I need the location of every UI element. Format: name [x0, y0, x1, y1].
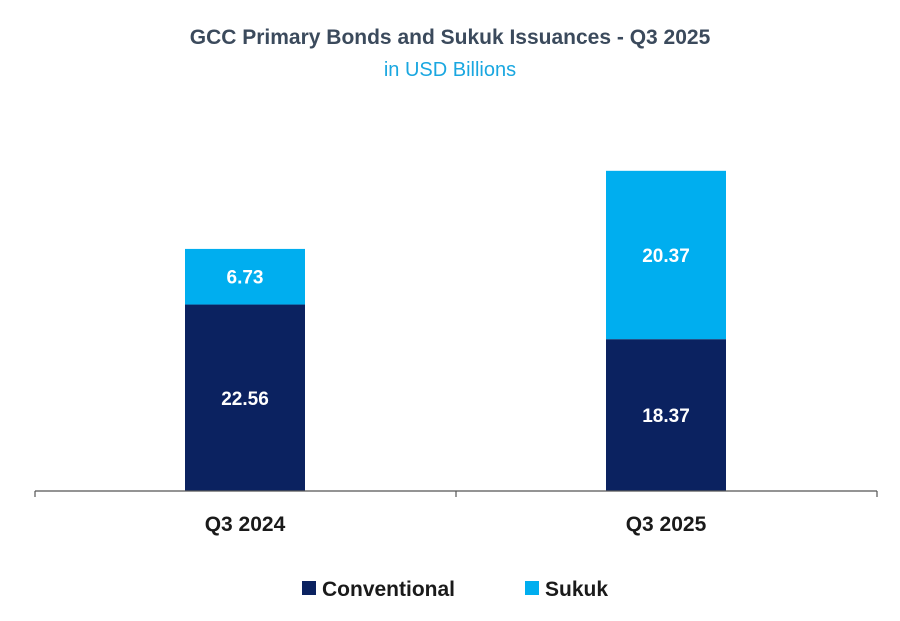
chart-title: GCC Primary Bonds and Sukuk Issuances - … — [190, 26, 711, 49]
legend-swatch-conventional — [302, 581, 316, 595]
category-label-1: Q3 2024 — [205, 513, 286, 536]
data-label-conventional-2: 18.37 — [642, 406, 690, 427]
bar-sukuk-2 — [606, 170, 726, 340]
data-label-sukuk-1: 6.73 — [227, 268, 264, 289]
bars-group: 22.56 6.73 18.37 20.37 — [185, 170, 726, 491]
bar-conventional-2 — [606, 339, 726, 491]
legend-label-conventional: Conventional — [322, 578, 455, 601]
data-label-conventional-1: 22.56 — [221, 389, 269, 410]
chart-subtitle: in USD Billions — [384, 59, 516, 81]
legend-label-sukuk: Sukuk — [545, 578, 608, 601]
bar-conventional-1 — [185, 304, 305, 491]
bar-sukuk-1 — [185, 248, 305, 305]
data-label-sukuk-2: 20.37 — [642, 246, 690, 267]
legend: Conventional Sukuk — [302, 578, 608, 601]
legend-swatch-sukuk — [525, 581, 539, 595]
x-axis: Q3 2024 Q3 2025 — [34, 490, 878, 536]
category-label-2: Q3 2025 — [626, 513, 707, 536]
